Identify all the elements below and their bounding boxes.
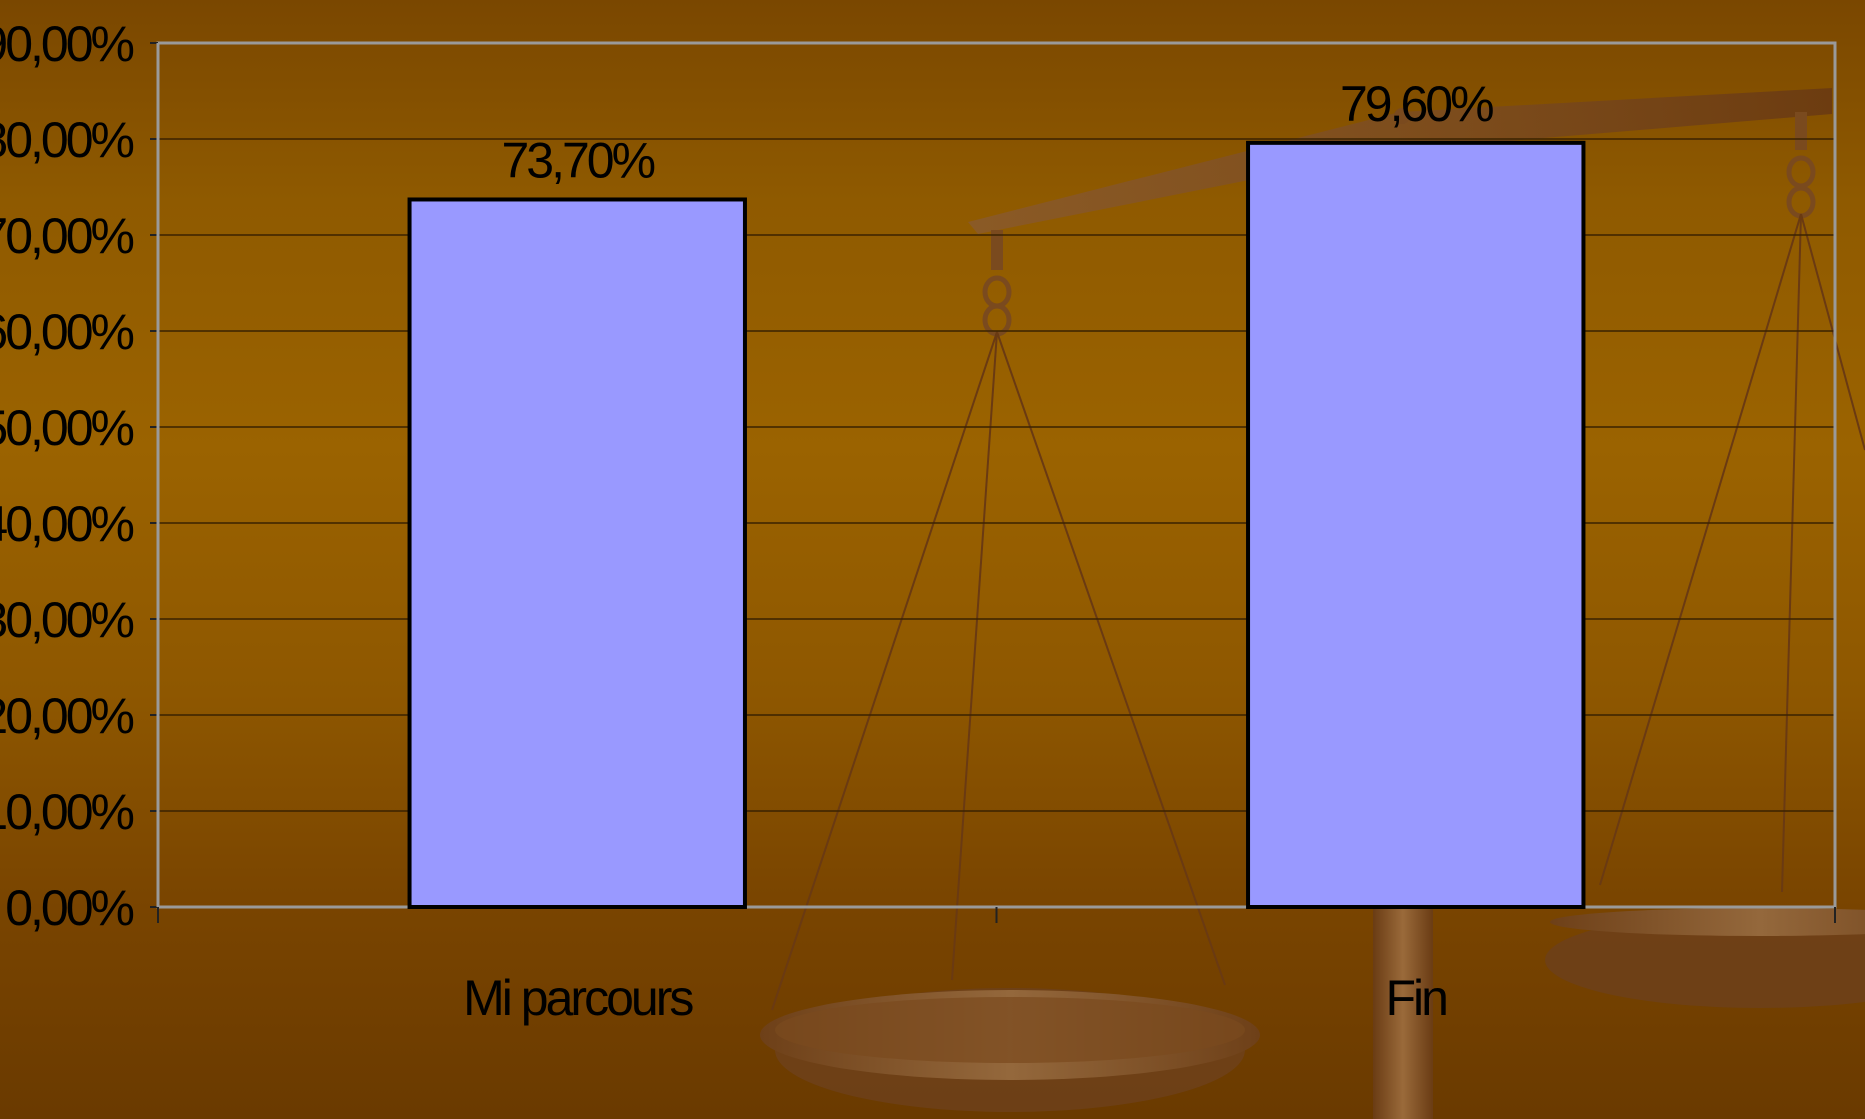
y-tick-label: 30,00% <box>0 592 134 648</box>
bar-fin <box>1246 140 1586 909</box>
y-tick-label: 10,00% <box>0 784 134 840</box>
y-tick-label: 90,00% <box>0 16 134 72</box>
labels-group: 73,70% Mi parcours 79,60% Fin <box>463 76 1496 1026</box>
bars-group <box>407 140 1586 910</box>
x-category-label: Fin <box>1386 970 1447 1026</box>
x-category-label: Mi parcours <box>463 970 693 1026</box>
y-tick-label: 50,00% <box>0 400 134 456</box>
data-label: 73,70% <box>501 132 654 188</box>
y-tick-label: 70,00% <box>0 208 134 264</box>
y-tick-label: 20,00% <box>0 688 134 744</box>
balance-scale-illustration <box>760 88 1865 1119</box>
axes: 0,00% 10,00% 20,00% 30,00% 40,00% 50,00% 60,00… <box>0 16 1836 936</box>
y-tick-label: 0,00% <box>5 880 133 936</box>
y-tick-label: 80,00% <box>0 112 134 168</box>
y-tick-label: 40,00% <box>0 496 134 552</box>
y-tick-label: 60,00% <box>0 304 134 360</box>
data-label: 79,60% <box>1340 76 1493 132</box>
bar-mi-parcours <box>407 197 747 910</box>
